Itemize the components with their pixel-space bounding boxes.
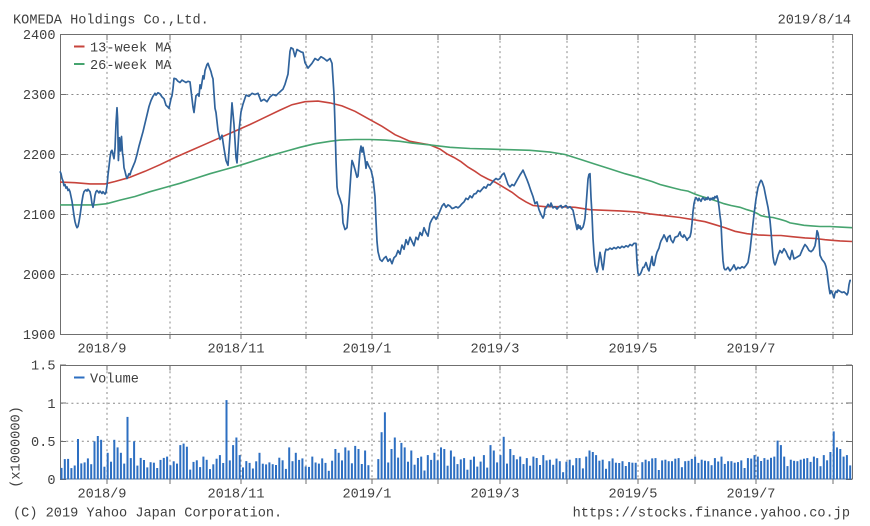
svg-text:2018/11: 2018/11 bbox=[207, 343, 264, 358]
svg-text:2019/5: 2019/5 bbox=[609, 343, 658, 358]
svg-text:0: 0 bbox=[47, 474, 55, 489]
svg-text:2019/7: 2019/7 bbox=[727, 343, 776, 358]
svg-text:2018/9: 2018/9 bbox=[78, 488, 127, 503]
svg-text:2019/3: 2019/3 bbox=[471, 488, 520, 503]
svg-text:2019/3: 2019/3 bbox=[471, 343, 520, 358]
svg-text:(x1000000): (x1000000) bbox=[10, 406, 25, 488]
svg-text:2019/1: 2019/1 bbox=[343, 488, 392, 503]
svg-text:2019/7: 2019/7 bbox=[727, 488, 776, 503]
svg-text:(C) 2019 Yahoo Japan Corporati: (C) 2019 Yahoo Japan Corporation. bbox=[13, 507, 282, 522]
svg-text:2018/11: 2018/11 bbox=[207, 488, 264, 503]
svg-text:2019/8/14: 2019/8/14 bbox=[778, 14, 851, 29]
svg-text:1.5: 1.5 bbox=[31, 360, 55, 375]
svg-text:https://stocks.finance.yahoo.c: https://stocks.finance.yahoo.co.jp bbox=[573, 507, 850, 522]
svg-text:1900: 1900 bbox=[23, 329, 56, 344]
svg-text:26-week MA: 26-week MA bbox=[90, 59, 172, 74]
svg-text:2400: 2400 bbox=[23, 29, 56, 44]
svg-text:2300: 2300 bbox=[23, 89, 56, 104]
svg-text:13-week MA: 13-week MA bbox=[90, 42, 172, 57]
svg-text:KOMEDA Holdings Co.,Ltd.: KOMEDA Holdings Co.,Ltd. bbox=[13, 14, 209, 29]
svg-text:1: 1 bbox=[47, 398, 55, 413]
svg-text:2018/9: 2018/9 bbox=[78, 343, 127, 358]
svg-text:Volume: Volume bbox=[90, 373, 139, 388]
svg-text:0.5: 0.5 bbox=[31, 436, 55, 451]
svg-text:2019/5: 2019/5 bbox=[609, 488, 658, 503]
svg-text:2200: 2200 bbox=[23, 149, 56, 164]
svg-text:2000: 2000 bbox=[23, 269, 56, 284]
svg-text:2100: 2100 bbox=[23, 209, 56, 224]
svg-text:2019/1: 2019/1 bbox=[343, 343, 392, 358]
